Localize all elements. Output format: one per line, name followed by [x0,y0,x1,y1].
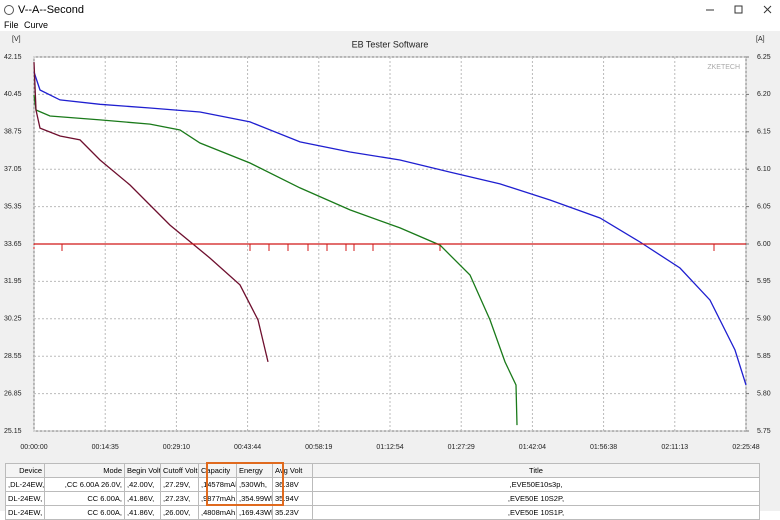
y2-tick-label: 6.10 [757,166,771,173]
x-tick-label: 00:43:44 [234,444,261,451]
y2-tick-label: 6.25 [757,54,771,61]
y-tick-label: 35.35 [4,203,22,210]
table-cell: 35.23V [272,505,313,520]
series-line [33,71,747,386]
table-cell: ,41.86V, [124,505,161,520]
chart-title: EB Tester Software [352,39,429,49]
table-cell: CC 6.00A, [44,505,125,520]
table-cell: DL-24EW, [5,505,45,520]
y-tick-label: 25.15 [4,428,22,435]
results-table: Device Mode Begin Volt Cutoff Volt Capacity E… [5,463,760,520]
table-row: DL-24EW, CC 6.00A, ,41.86V, ,26.00V, ,4808mA… [5,505,760,520]
table-cell: CC 6.00A, [44,491,125,506]
table-cell: ,169.43Wh [236,505,273,520]
table-cell: Cutoff Volt [160,463,199,478]
x-tick-label: 02:11:13 [661,444,688,451]
window-controls[interactable] [700,0,780,19]
y2-axis-label: [A] [756,36,765,43]
table-cell: ,27.23V, [160,491,199,506]
menu-item[interactable]: File [4,20,19,30]
x-tick-label: 01:27:29 [448,444,475,451]
table-header: Device Mode Begin Volt Cutoff Volt Capacity E… [5,463,760,478]
series-line [33,62,269,363]
table-cell: ,EVE50E10s3p, [312,477,760,492]
x-tick-label: 01:56:38 [590,444,617,451]
table-cell: Device [5,463,45,478]
table-cell: ,4808mAh, [198,505,237,520]
y-tick-label: 38.75 [4,129,22,136]
y2-tick-label: 6.15 [757,129,771,136]
watermark: ZKETECH [707,64,740,71]
x-tick-label: 00:58:19 [305,444,332,451]
y2-tick-label: 6.20 [757,91,771,98]
y-tick-label: 37.05 [4,166,22,173]
table-cell: ,EVE50E 10S2P, [312,491,760,506]
y2-tick-label: 5.90 [757,316,771,323]
table-cell: Mode [44,463,125,478]
table-cell: ,41.86V, [124,491,161,506]
y2-tick-label: 6.00 [757,241,771,248]
table-row: ,DL-24EW, ,CC 6.00A 26.0V, ,42.00V, ,27.29V… [5,477,760,492]
y-tick-label: 26.85 [4,390,22,397]
title-bar: V--A--Second [0,0,780,19]
y-tick-label: 40.45 [4,91,22,98]
y-tick-label: 33.65 [4,241,22,248]
table-row: DL-24EW, CC 6.00A, ,41.86V, ,27.23V, ,9877mA… [5,491,760,506]
y2-tick-label: 5.80 [757,390,771,397]
y-axis-label: [V] [12,36,21,43]
table-cell: Title [312,463,760,478]
menu-item[interactable]: Curve [24,20,49,30]
table-cell: ,42.00V, [124,477,161,492]
y-tick-label: 42.15 [4,54,22,61]
table-cell: ,CC 6.00A 26.0V, [44,477,125,492]
y2-tick-label: 5.95 [757,278,771,285]
table-cell: ,EVE50E 10S1P, [312,505,760,520]
y-tick-label: 31.95 [4,278,22,285]
chart: EB Tester Software [V] [A] ZKETECH 25.15… [4,36,771,451]
x-tick-label: 00:29:10 [163,444,190,451]
x-tick-label: 02:25:48 [732,444,759,451]
table-cell: Energy [236,463,273,478]
x-tick-label: 01:12:54 [376,444,403,451]
window-title: V--A--Second [18,4,85,16]
table-cell: ,27.29V, [160,477,199,492]
table-cell: ,26.00V, [160,505,199,520]
y-tick-label: 30.25 [4,316,22,323]
series-line [33,95,518,426]
table-cell: Begin Volt [124,463,161,478]
table-cell: DL-24EW, [5,491,45,506]
x-tick-label: 01:42:04 [519,444,546,451]
y2-tick-label: 5.75 [757,428,771,435]
menu-bar: File Curve [0,19,780,31]
highlight-box [206,462,284,506]
x-tick-label: 00:00:00 [20,444,47,451]
table-cell: ,DL-24EW, [5,477,45,492]
app-icon [4,5,14,15]
y2-tick-label: 5.85 [757,353,771,360]
y-tick-label: 28.55 [4,353,22,360]
x-tick-label: 00:14:35 [92,444,119,451]
y2-tick-label: 6.05 [757,203,771,210]
